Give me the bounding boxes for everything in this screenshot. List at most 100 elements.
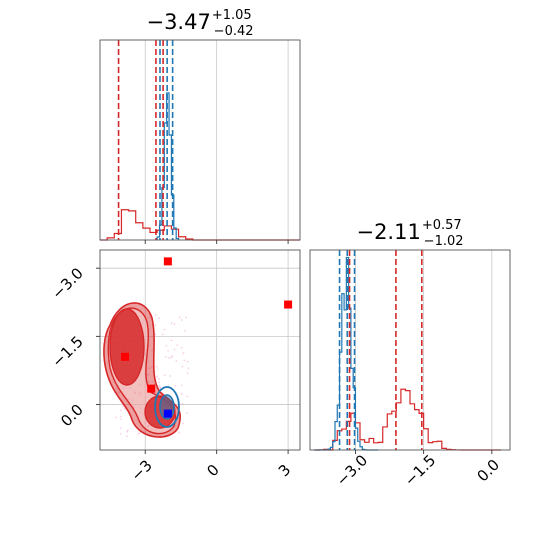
joint-density-panel (103, 257, 293, 438)
joint-scatter-point (122, 387, 125, 390)
joint-scatter-point (126, 429, 129, 432)
joint-scatter-point (142, 322, 144, 325)
joint-scatter-point (168, 357, 170, 359)
joint-scatter-point (180, 319, 183, 321)
p2-x-tick-label: −3.0 (333, 451, 371, 489)
joint-scatter-point (142, 319, 145, 322)
joint-scatter-point (181, 403, 184, 405)
joint-scatter-point (127, 398, 130, 400)
p2-x-tick-label: −1.5 (401, 451, 439, 489)
joint-scatter-point (158, 381, 160, 384)
joint-scatter-point (163, 328, 166, 331)
joint-x-tick-label: 3 (275, 461, 294, 480)
joint-scatter-point (150, 366, 153, 369)
joint-scatter-point (133, 391, 136, 394)
joint-scatter-point (165, 356, 168, 358)
param1-red-histogram (100, 209, 300, 241)
joint-scatter-point (155, 365, 158, 368)
joint-scatter-point (144, 422, 146, 424)
joint-scatter-point (118, 391, 121, 394)
joint-scatter-point (122, 405, 124, 408)
joint-scatter-point (158, 317, 161, 319)
joint-scatter-point (156, 375, 158, 378)
joint-blue-contour-outer (154, 386, 180, 428)
joint-red-marker (163, 257, 172, 266)
joint-scatter-point (186, 395, 188, 398)
joint-scatter-point (182, 352, 185, 355)
joint-scatter-point (134, 392, 137, 394)
joint-scatter-point (138, 391, 140, 394)
joint-scatter-point (186, 360, 189, 363)
joint-scatter-point (147, 373, 149, 376)
joint-blue-marker (163, 409, 172, 418)
joint-scatter-point (138, 394, 141, 397)
joint-scatter-point (119, 415, 122, 418)
joint-y-tick-label: 0.0 (57, 401, 87, 431)
param2-histogram-panel (313, 250, 501, 451)
joint-scatter-point (139, 315, 142, 318)
joint-scatter-point (154, 324, 157, 327)
param1-title-upper: +1.05 (212, 8, 252, 23)
joint-scatter-point (174, 384, 177, 387)
joint-scatter-point (181, 393, 183, 395)
joint-scatter-point (139, 407, 142, 409)
tick-marks (96, 240, 493, 454)
joint-scatter-point (140, 392, 142, 395)
joint-scatter-point (180, 346, 183, 349)
joint-scatter-point (119, 409, 122, 412)
joint-scatter-point (151, 380, 154, 383)
joint-scatter-point (184, 329, 186, 332)
joint-scatter-point (173, 323, 176, 325)
p2-x-tick-label: 0.0 (473, 456, 503, 486)
joint-scatter-point (119, 427, 122, 429)
joint-scatter-point (151, 429, 153, 431)
joint-scatter-point (120, 418, 122, 420)
joint-scatter-point (176, 344, 179, 347)
joint-scatter-point (126, 430, 129, 433)
param1-frame (99, 39, 301, 241)
joint-scatter-point (186, 412, 189, 415)
param2-title: −2.11+0.57 −1.02 (356, 218, 463, 249)
joint-scatter-point (117, 390, 120, 392)
joint-scatter-point (170, 356, 173, 359)
joint-scatter-point (183, 359, 186, 362)
joint-scatter-point (181, 422, 184, 425)
joint-scatter-point (148, 316, 151, 319)
joint-scatter-point (154, 429, 157, 431)
joint-scatter-point (147, 381, 150, 384)
joint-scatter-point (158, 377, 160, 380)
joint-scatter-point (167, 349, 170, 352)
joint-scatter-point (151, 349, 154, 352)
joint-scatter-point (115, 416, 118, 419)
joint-scatter-point (133, 406, 136, 409)
joint-red-marker (147, 384, 156, 393)
param2-title-value: −2.11 (356, 220, 420, 244)
joint-scatter-point (181, 365, 184, 368)
joint-scatter-point (165, 344, 168, 347)
joint-scatter-point (137, 432, 140, 435)
joint-scatter-point (116, 387, 118, 390)
joint-red-marker (121, 352, 129, 361)
joint-scatter-point (184, 316, 187, 319)
joint-scatter-point (146, 374, 149, 377)
joint-scatter-point (147, 424, 150, 427)
joint-scatter-point (178, 431, 181, 434)
joint-scatter-point (117, 392, 120, 395)
param2-frame (309, 249, 511, 451)
joint-scatter-point (130, 399, 133, 401)
joint-scatter-point (154, 333, 157, 336)
joint-y-tick-label: −1.5 (48, 332, 86, 370)
joint-x-tick-label: −3 (128, 456, 156, 484)
joint-scatter-point (170, 339, 173, 342)
param2-title-upper: +0.57 (422, 218, 462, 233)
param1-histogram-panel (100, 40, 300, 241)
joint-scatter-point (178, 316, 181, 319)
joint-scatter-point (177, 417, 180, 420)
joint-scatter-point (159, 386, 161, 389)
joint-red-contour-inner-top (109, 308, 145, 386)
joint-scatter-point (129, 387, 132, 389)
param2-red-histogram (313, 388, 501, 451)
joint-scatter-point (187, 367, 190, 370)
joint-scatter-point (173, 348, 176, 351)
joint-scatter-point (139, 384, 142, 387)
